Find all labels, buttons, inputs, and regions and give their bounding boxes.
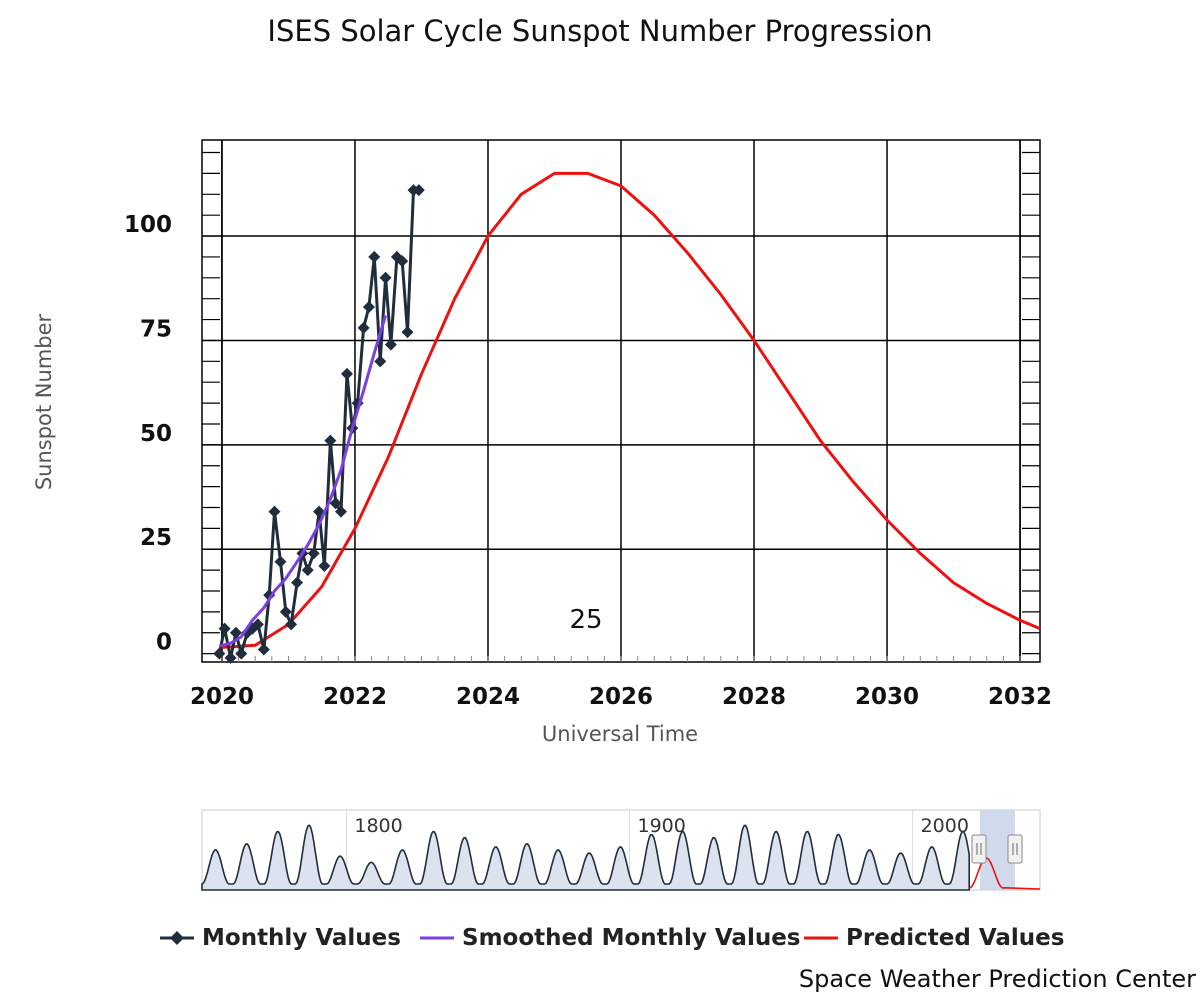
legend-item-smoothed[interactable]: Smoothed Monthly Values bbox=[420, 920, 801, 956]
x-tick-label: 2020 bbox=[190, 684, 254, 710]
credit-text: Space Weather Prediction Center bbox=[798, 965, 1196, 993]
navigator-tick-label: 1900 bbox=[637, 815, 685, 837]
monthly-value-marker bbox=[285, 618, 298, 631]
monthly-value-marker bbox=[235, 647, 248, 660]
x-tick-label: 2032 bbox=[988, 684, 1052, 710]
monthly-value-marker bbox=[362, 301, 375, 314]
navigator-tick-label: 2000 bbox=[921, 815, 969, 837]
navigator-tick-label: 1800 bbox=[354, 815, 402, 837]
monthly-value-marker bbox=[213, 647, 226, 660]
monthly-value-marker bbox=[218, 622, 231, 635]
navigator-history-line bbox=[201, 824, 970, 891]
navigator-right-handle[interactable] bbox=[1007, 834, 1023, 864]
monthly-value-marker bbox=[251, 618, 264, 631]
y-tick-label: 75 bbox=[140, 316, 172, 342]
y-tick-label: 0 bbox=[156, 630, 172, 656]
navigator-left-handle[interactable] bbox=[971, 834, 987, 864]
monthly-value-marker bbox=[357, 321, 370, 334]
monthly-value-marker bbox=[229, 626, 242, 639]
legend-label-smoothed: Smoothed Monthly Values bbox=[462, 925, 801, 951]
monthly-value-marker bbox=[368, 250, 381, 263]
smoothed-legend-symbol bbox=[420, 936, 454, 940]
monthly-value-marker bbox=[318, 559, 331, 572]
legend: Monthly Values Smoothed Monthly Values P… bbox=[0, 920, 1200, 960]
cycle-25-label: 25 bbox=[569, 605, 602, 635]
x-tick-label: 2026 bbox=[589, 684, 653, 710]
predicted-legend-symbol bbox=[804, 936, 838, 940]
x-tick-label: 2022 bbox=[323, 684, 387, 710]
monthly-value-marker bbox=[268, 505, 281, 518]
monthly-value-marker bbox=[274, 555, 287, 568]
monthly-value-marker bbox=[379, 271, 392, 284]
navigator-predicted-line bbox=[969, 857, 1041, 890]
x-tick-label: 2024 bbox=[456, 684, 520, 710]
monthly-value-marker bbox=[340, 367, 353, 380]
monthly-value-marker bbox=[335, 505, 348, 518]
monthly-legend-symbol bbox=[160, 931, 194, 945]
predicted-values-line bbox=[221, 171, 1041, 649]
legend-label-predicted: Predicted Values bbox=[846, 925, 1065, 951]
monthly-value-marker bbox=[301, 564, 314, 577]
x-tick-label: 2030 bbox=[855, 684, 919, 710]
x-tick-label: 2028 bbox=[722, 684, 786, 710]
chart-title: ISES Solar Cycle Sunspot Number Progress… bbox=[267, 14, 933, 48]
smoothed-values-line bbox=[218, 314, 388, 648]
legend-label-monthly: Monthly Values bbox=[202, 925, 401, 951]
monthly-value-marker bbox=[279, 605, 292, 618]
monthly-value-marker bbox=[291, 576, 304, 589]
monthly-value-marker bbox=[384, 338, 397, 351]
y-tick-label: 100 bbox=[124, 212, 172, 238]
navigator[interactable]: 1800 1900 2000 bbox=[201, 809, 1041, 891]
monthly-value-marker bbox=[412, 184, 425, 197]
y-tick-label: 50 bbox=[140, 421, 172, 447]
monthly-value-marker bbox=[401, 326, 414, 339]
y-tick-label: 25 bbox=[140, 525, 172, 551]
monthly-value-marker bbox=[329, 497, 342, 510]
legend-item-monthly[interactable]: Monthly Values bbox=[160, 920, 401, 956]
monthly-value-marker bbox=[374, 355, 387, 368]
legend-item-predicted[interactable]: Predicted Values bbox=[804, 920, 1064, 956]
monthly-value-marker bbox=[257, 643, 270, 656]
monthly-value-marker bbox=[396, 255, 409, 268]
monthly-value-marker bbox=[224, 651, 237, 664]
monthly-value-marker bbox=[324, 434, 337, 447]
x-axis-label: Universal Time bbox=[541, 722, 699, 746]
monthly-value-marker bbox=[307, 547, 320, 560]
